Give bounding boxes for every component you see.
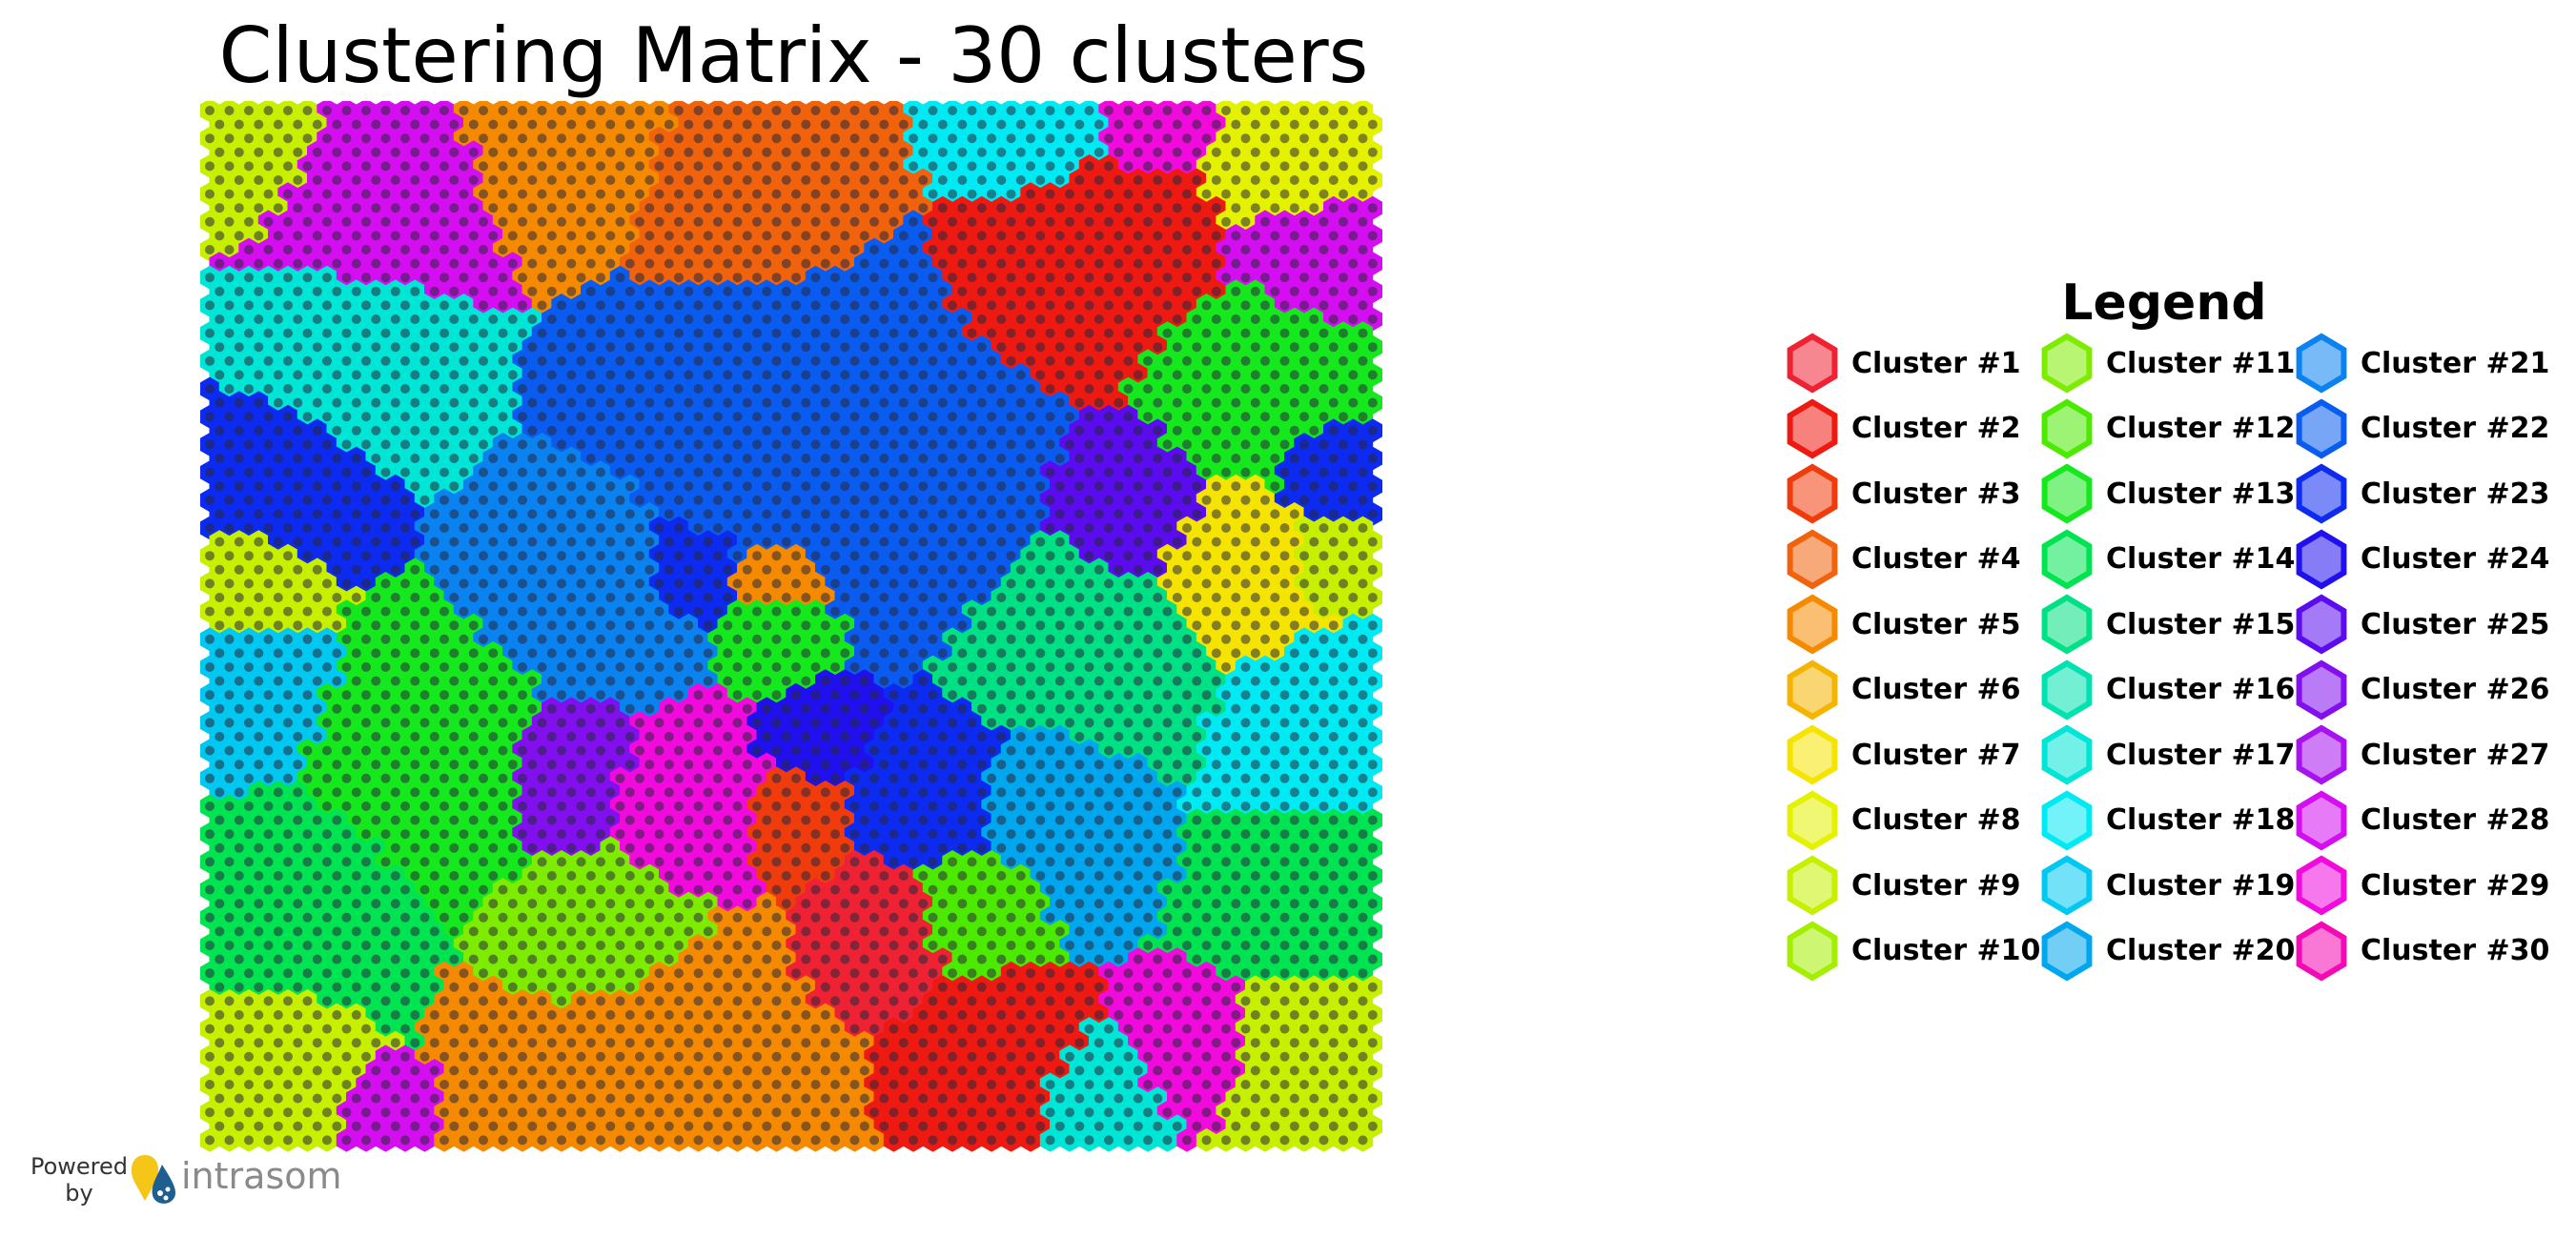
legend-item: Cluster #26 xyxy=(2292,658,2549,722)
hexagon-icon xyxy=(2041,724,2093,785)
legend-label: Cluster #23 xyxy=(2361,477,2550,511)
clustering-matrix xyxy=(200,101,1382,1152)
legend-label: Cluster #21 xyxy=(2361,346,2550,380)
legend-item: Cluster #22 xyxy=(2292,396,2549,461)
legend-item: Cluster #21 xyxy=(2292,331,2549,395)
legend-label: Cluster #24 xyxy=(2361,542,2550,576)
legend-item: Cluster #1 xyxy=(1783,331,2020,395)
hexagon-icon xyxy=(2041,463,2093,524)
legend-label: Cluster #12 xyxy=(2106,412,2296,445)
legend-item: Cluster #8 xyxy=(1783,788,2020,853)
legend-label: Cluster #14 xyxy=(2106,542,2296,576)
hexagon-icon xyxy=(2296,921,2347,981)
legend-label: Cluster #6 xyxy=(1851,673,2021,706)
hexagon-icon xyxy=(2041,855,2093,916)
legend-item: Cluster #28 xyxy=(2292,788,2549,853)
legend-label: Cluster #27 xyxy=(2361,738,2550,772)
brand-name: intrasom xyxy=(181,1155,342,1197)
legend-label: Cluster #11 xyxy=(2106,346,2296,380)
hexagon-icon xyxy=(2041,790,2093,850)
legend-label: Cluster #8 xyxy=(1851,803,2021,837)
legend-label: Cluster #20 xyxy=(2106,934,2296,967)
hexagon-icon xyxy=(2296,398,2347,458)
legend-label: Cluster #13 xyxy=(2106,477,2296,511)
intrasom-logo-icon xyxy=(131,1155,176,1204)
hexagon-icon xyxy=(1787,724,1838,785)
hexagon-icon xyxy=(2041,594,2093,655)
legend-label: Cluster #15 xyxy=(2106,607,2296,641)
legend-label: Cluster #9 xyxy=(1851,868,2021,902)
legend-item: Cluster #19 xyxy=(2037,853,2295,918)
legend-label: Cluster #26 xyxy=(2361,673,2550,706)
legend-label: Cluster #22 xyxy=(2361,412,2550,445)
legend-item: Cluster #17 xyxy=(2037,722,2295,787)
legend-label: Cluster #3 xyxy=(1851,477,2021,511)
legend-item: Cluster #30 xyxy=(2292,919,2549,984)
hexagon-icon xyxy=(2296,855,2347,916)
hexagon-icon xyxy=(1787,659,1838,720)
legend-label: Cluster #30 xyxy=(2361,934,2550,967)
legend-item: Cluster #15 xyxy=(2037,592,2295,657)
hexagon-icon xyxy=(1787,790,1838,850)
legend-label: Cluster #1 xyxy=(1851,346,2021,380)
hexagon-icon xyxy=(2041,398,2093,458)
legend-item: Cluster #6 xyxy=(1783,658,2020,722)
hexagon-icon xyxy=(1787,855,1838,916)
legend-label: Cluster #29 xyxy=(2361,868,2550,902)
hexagon-icon xyxy=(2296,594,2347,655)
hexagon-icon xyxy=(1787,921,1838,981)
legend-item: Cluster #14 xyxy=(2037,527,2295,592)
legend-label: Cluster #2 xyxy=(1851,412,2021,445)
legend-label: Cluster #28 xyxy=(2361,803,2550,837)
hexagon-icon xyxy=(1787,463,1838,524)
legend-label: Cluster #25 xyxy=(2361,607,2550,641)
legend-label: Cluster #17 xyxy=(2106,738,2296,772)
legend-item: Cluster #23 xyxy=(2292,461,2549,526)
hexagon-icon xyxy=(2296,463,2347,524)
powered-by-text: Powered by xyxy=(30,1153,129,1207)
legend-item: Cluster #11 xyxy=(2037,331,2295,395)
legend-item: Cluster #20 xyxy=(2037,919,2295,984)
legend-label: Cluster #16 xyxy=(2106,673,2296,706)
hexagon-icon xyxy=(2296,724,2347,785)
legend-item: Cluster #27 xyxy=(2292,722,2549,787)
legend-item: Cluster #2 xyxy=(1783,396,2020,461)
legend-item: Cluster #29 xyxy=(2292,853,2549,918)
legend-item: Cluster #4 xyxy=(1783,527,2020,592)
legend-item: Cluster #24 xyxy=(2292,527,2549,592)
legend-item: Cluster #18 xyxy=(2037,788,2295,853)
hexagon-icon xyxy=(2041,659,2093,720)
legend-item: Cluster #9 xyxy=(1783,853,2020,918)
hexagon-icon xyxy=(1787,529,1838,589)
hexagon-icon xyxy=(2041,529,2093,589)
legend-item: Cluster #10 xyxy=(1783,919,2040,984)
legend-label: Cluster #19 xyxy=(2106,868,2296,902)
legend-label: Cluster #7 xyxy=(1851,738,2021,772)
legend-item: Cluster #13 xyxy=(2037,461,2295,526)
hexagon-icon xyxy=(2296,333,2347,394)
legend-label: Cluster #10 xyxy=(1851,934,2041,967)
legend-label: Cluster #18 xyxy=(2106,803,2296,837)
hexagon-icon xyxy=(2041,921,2093,981)
legend-label: Cluster #4 xyxy=(1851,542,2021,576)
legend-item: Cluster #5 xyxy=(1783,592,2020,657)
hexagon-icon xyxy=(1787,333,1838,394)
chart-title: Clustering Matrix - 30 clusters xyxy=(218,11,1369,100)
hexagon-icon xyxy=(2296,790,2347,850)
hexagon-icon xyxy=(2296,529,2347,589)
hexagon-icon xyxy=(1787,398,1838,458)
legend-item: Cluster #7 xyxy=(1783,722,2020,787)
legend-item: Cluster #3 xyxy=(1783,461,2020,526)
legend-item: Cluster #16 xyxy=(2037,658,2295,722)
hexagon-icon xyxy=(1787,594,1838,655)
legend-title: Legend xyxy=(2061,274,2267,332)
legend-label: Cluster #5 xyxy=(1851,607,2021,641)
legend-item: Cluster #25 xyxy=(2292,592,2549,657)
hexagon-icon xyxy=(2296,659,2347,720)
legend-item: Cluster #12 xyxy=(2037,396,2295,461)
hexagon-icon xyxy=(2041,333,2093,394)
